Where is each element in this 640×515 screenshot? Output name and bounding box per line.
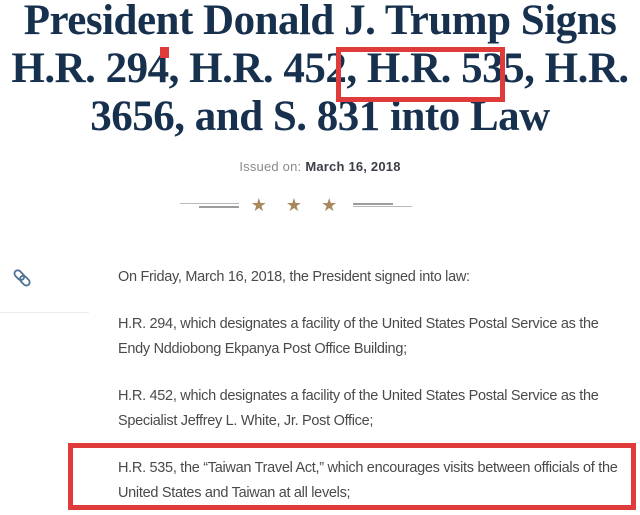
star-divider: ★ ★ ★ (180, 195, 413, 215)
link-icon (11, 269, 33, 293)
divider-line-right (353, 201, 413, 209)
paragraph-hr452: H.R. 452, which designates a facility of… (118, 388, 599, 429)
page-title-line-3: 3656, and S. 831 into Law (90, 93, 550, 140)
page-title-line-1: President Donald J. Trump Signs (23, 0, 617, 44)
issued-on-line: Issued on: March 16, 2018 (0, 159, 640, 174)
share-divider (0, 312, 89, 313)
paragraph-hr535: H.R. 535, the “Taiwan Travel Act,” which… (118, 460, 618, 501)
issued-on-label: Issued on: (239, 159, 302, 174)
issued-on-date: March 16, 2018 (305, 159, 401, 174)
copy-link-button[interactable] (11, 267, 33, 289)
divider-line-left (180, 201, 239, 209)
article-body: On Friday, March 16, 2018, the President… (118, 265, 628, 515)
paragraph-intro: On Friday, March 16, 2018, the President… (118, 269, 470, 285)
divider-stars: ★ ★ ★ (250, 195, 345, 215)
page-title: President Donald J. Trump Signs H.R. 294… (0, 0, 640, 141)
paragraph-hr294: H.R. 294, which designates a facility of… (118, 316, 599, 357)
page-title-line-2: H.R. 294, H.R. 452, H.R. 535, H.R. (11, 45, 629, 92)
